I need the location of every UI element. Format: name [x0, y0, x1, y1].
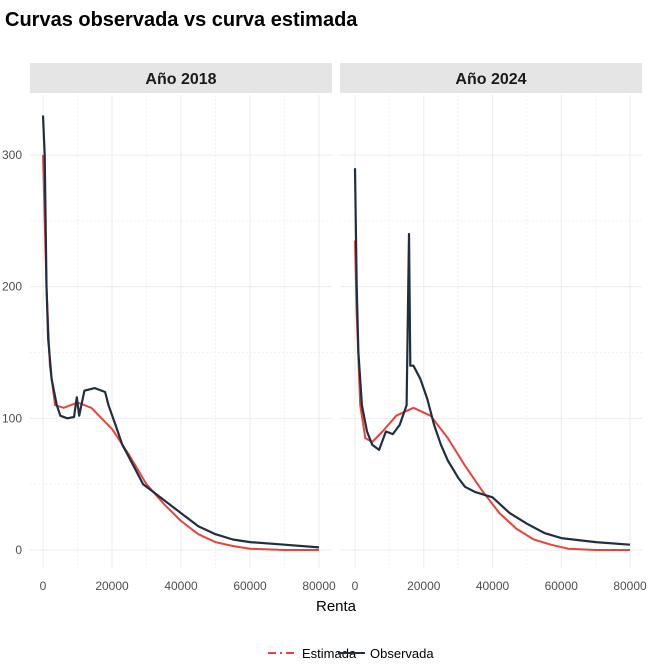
- legend-label-estimada: Estimada: [302, 646, 357, 661]
- y-tick-label: 300: [2, 148, 22, 162]
- chart-title: Curvas observada vs curva estimada: [5, 9, 358, 31]
- x-tick-label: 20000: [95, 579, 129, 593]
- series-line-observada: [353, 168, 631, 546]
- legend: Estimada Observada: [268, 646, 434, 661]
- facet-label: Año 2018: [145, 71, 216, 88]
- facet-strip: [340, 63, 642, 93]
- legend-label-observada: Observada: [370, 646, 434, 661]
- x-tick-label: 40000: [476, 579, 510, 593]
- series-line-estimada: [42, 154, 319, 551]
- panel-1: Año 2024 0 20000 40000 60000 80000: [340, 63, 647, 593]
- x-tick-label: 0: [352, 579, 359, 593]
- x-axis-label: Renta: [316, 598, 357, 615]
- x-tick-label: 60000: [233, 579, 267, 593]
- x-tick-label: 60000: [545, 579, 579, 593]
- x-tick-label: 20000: [407, 579, 441, 593]
- panel-0: Año 2018 0 20000 40000 60000 80000 0 100 200 300: [2, 63, 336, 593]
- y-tick-label: 100: [2, 411, 22, 425]
- facet-label: Año 2024: [455, 71, 526, 88]
- x-tick-label: 40000: [164, 579, 198, 593]
- x-tick-label: 0: [40, 579, 47, 593]
- facet-strip: [30, 63, 332, 93]
- series-line-estimada: [354, 240, 630, 551]
- y-tick-label: 200: [2, 280, 22, 294]
- x-tick-label: 80000: [302, 579, 336, 593]
- y-tick-label: 0: [15, 543, 22, 557]
- x-tick-label: 80000: [613, 579, 647, 593]
- series-line-observada: [41, 115, 320, 549]
